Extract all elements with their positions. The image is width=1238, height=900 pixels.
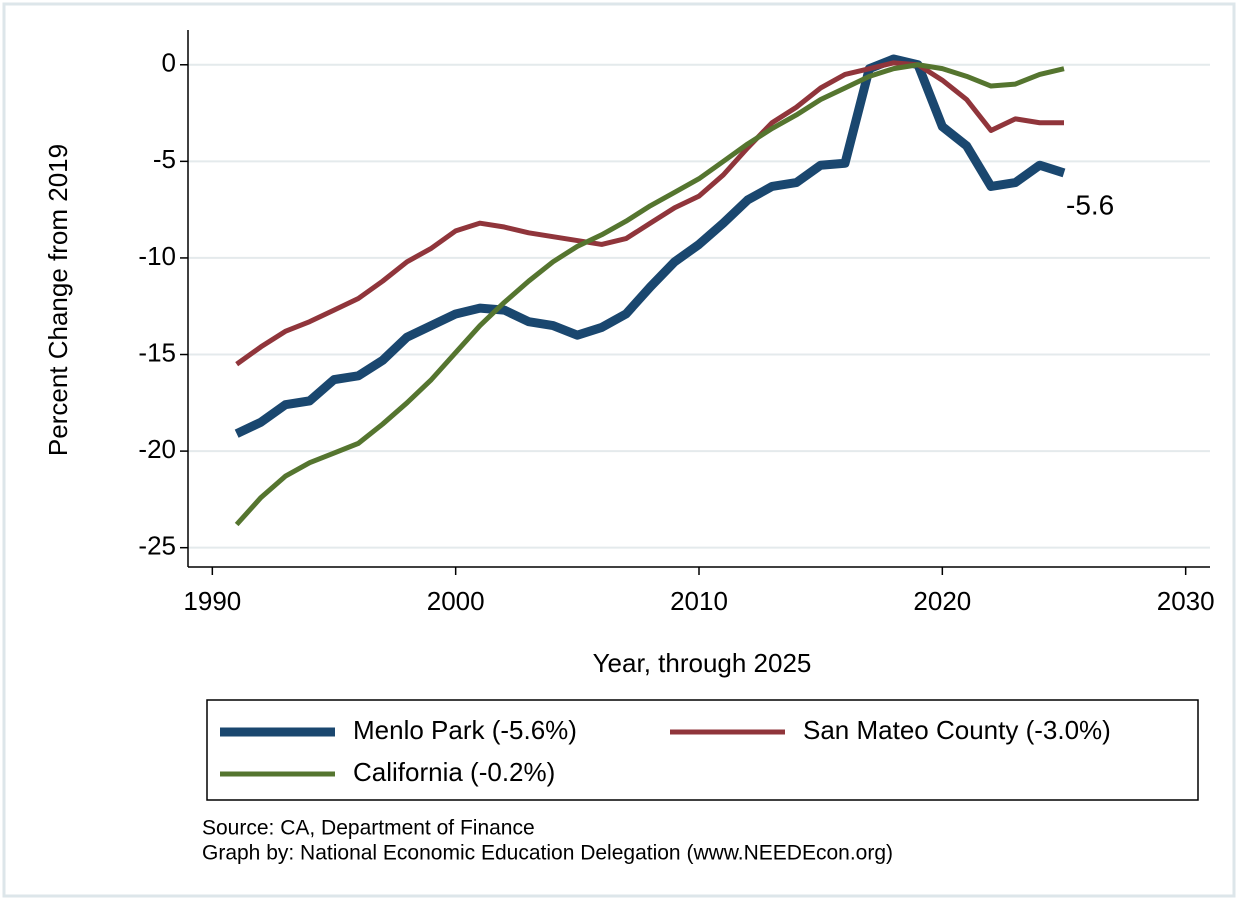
annotation: -5.6	[1066, 189, 1114, 220]
note: Graph by: National Economic Education De…	[202, 842, 893, 865]
y-tick-label: 0	[162, 48, 176, 78]
y-tick-label: -5	[153, 144, 176, 174]
y-tick-label: -10	[138, 241, 176, 271]
x-axis-label: Year, through 2025	[593, 648, 812, 678]
y-tick-label: -15	[138, 337, 176, 367]
x-tick-label: 1990	[183, 586, 241, 616]
legend-label: California (-0.2%)	[353, 757, 555, 787]
y-tick-label: -25	[138, 531, 176, 561]
legend-label: San Mateo County (-3.0%)	[803, 715, 1111, 745]
legend-label: Menlo Park (-5.6%)	[353, 715, 577, 745]
legend-box	[206, 699, 1199, 801]
x-tick-label: 2020	[913, 586, 971, 616]
note: Source: CA, Department of Finance	[202, 817, 535, 840]
series-line	[234, 62, 1065, 527]
series-line	[235, 60, 1064, 367]
x-tick-label: 2000	[427, 586, 485, 616]
x-tick-label: 2030	[1157, 586, 1215, 616]
y-tick-label: -20	[138, 434, 176, 464]
x-tick-label: 2010	[670, 586, 728, 616]
series-line	[234, 54, 1066, 438]
y-axis-label: Percent Change from 2019	[43, 144, 73, 456]
